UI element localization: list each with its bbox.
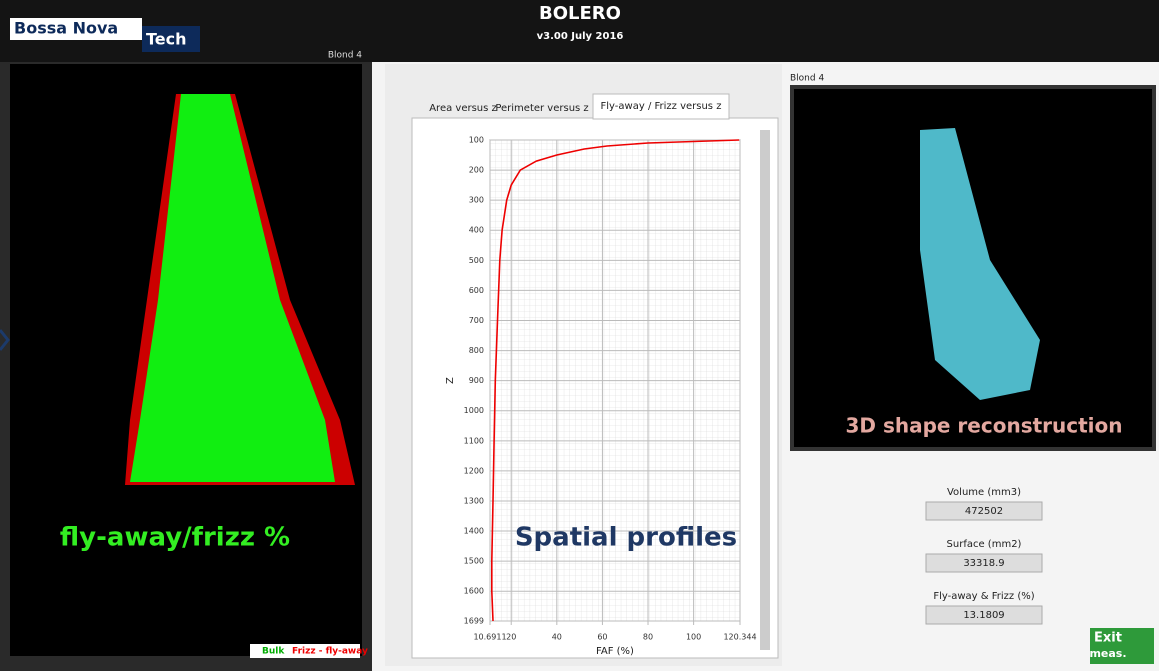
y-tick-label: 1000 xyxy=(464,406,484,415)
y-tick-label: 1300 xyxy=(464,496,484,505)
y-tick-label: 1600 xyxy=(464,587,484,596)
annotation: fly-away/frizz % xyxy=(60,523,290,553)
field-value: 13.1809 xyxy=(963,610,1004,621)
panel-label: Blond 4 xyxy=(328,51,362,61)
panel-label: Blond 4 xyxy=(790,74,824,84)
y-tick-label: 1699 xyxy=(464,617,484,626)
plot: 100 200 300 400 500 600 700 800 900 1000 1100 1200 1… xyxy=(445,136,757,658)
y-tick-label: 200 xyxy=(469,166,484,175)
y-tick-label: 1200 xyxy=(464,466,484,475)
field-value: 472502 xyxy=(965,506,1003,517)
tab[interactable]: Area versus z xyxy=(429,103,497,114)
x-tick-label: 120.344 xyxy=(723,633,756,642)
y-axis-label: Z xyxy=(445,377,456,384)
y-tick-label: 1100 xyxy=(464,436,484,445)
x-tick-label: 80 xyxy=(643,633,653,642)
x-tick-label: 60 xyxy=(597,633,607,642)
field-value: 33318.9 xyxy=(963,558,1004,569)
y-tick-label: 500 xyxy=(469,256,484,265)
logo-text: Bossa Nova xyxy=(14,19,118,38)
x-tick-label: 20 xyxy=(506,633,516,642)
y-tick-label: 1400 xyxy=(464,527,484,536)
y-tick-label: 600 xyxy=(469,286,484,295)
legend-entry: Bulk xyxy=(262,647,285,657)
annotation: 3D shape reconstruction xyxy=(845,414,1122,438)
app-window: Bossa Nova Tech BOLERO v3.00 July 2016 B… xyxy=(0,0,1159,671)
y-tick-label: 800 xyxy=(469,346,484,355)
x-tick-label: 40 xyxy=(552,633,562,642)
exit-label[interactable]: meas. xyxy=(1089,647,1126,660)
logo-text: Tech xyxy=(146,30,187,49)
y-tick-label: 700 xyxy=(469,316,484,325)
legend-entry: Frizz - fly-away xyxy=(292,647,368,657)
field-label: Fly-away & Frizz (%) xyxy=(933,591,1034,602)
y-tick-label: 100 xyxy=(469,136,484,145)
tab[interactable]: Perimeter versus z xyxy=(495,103,588,114)
x-tick-label: 100 xyxy=(686,633,701,642)
field-label: Volume (mm3) xyxy=(947,487,1021,498)
app-title: BOLERO xyxy=(539,3,621,24)
annotation: Spatial profiles xyxy=(515,523,737,553)
app-version: v3.00 July 2016 xyxy=(537,31,624,42)
y-tick-label: 900 xyxy=(469,376,484,385)
y-tick-label: 400 xyxy=(469,226,484,235)
field-label: Surface (mm2) xyxy=(947,539,1022,550)
exit-label[interactable]: Exit xyxy=(1094,631,1122,646)
x-axis-label: FAF (%) xyxy=(596,646,634,657)
y-tick-label: 300 xyxy=(469,196,484,205)
tab[interactable]: Fly-away / Frizz versus z xyxy=(601,101,722,112)
scrollbar[interactable] xyxy=(760,130,770,650)
y-tick-label: 1500 xyxy=(464,557,484,566)
x-tick-label: 10.6911 xyxy=(473,633,506,642)
